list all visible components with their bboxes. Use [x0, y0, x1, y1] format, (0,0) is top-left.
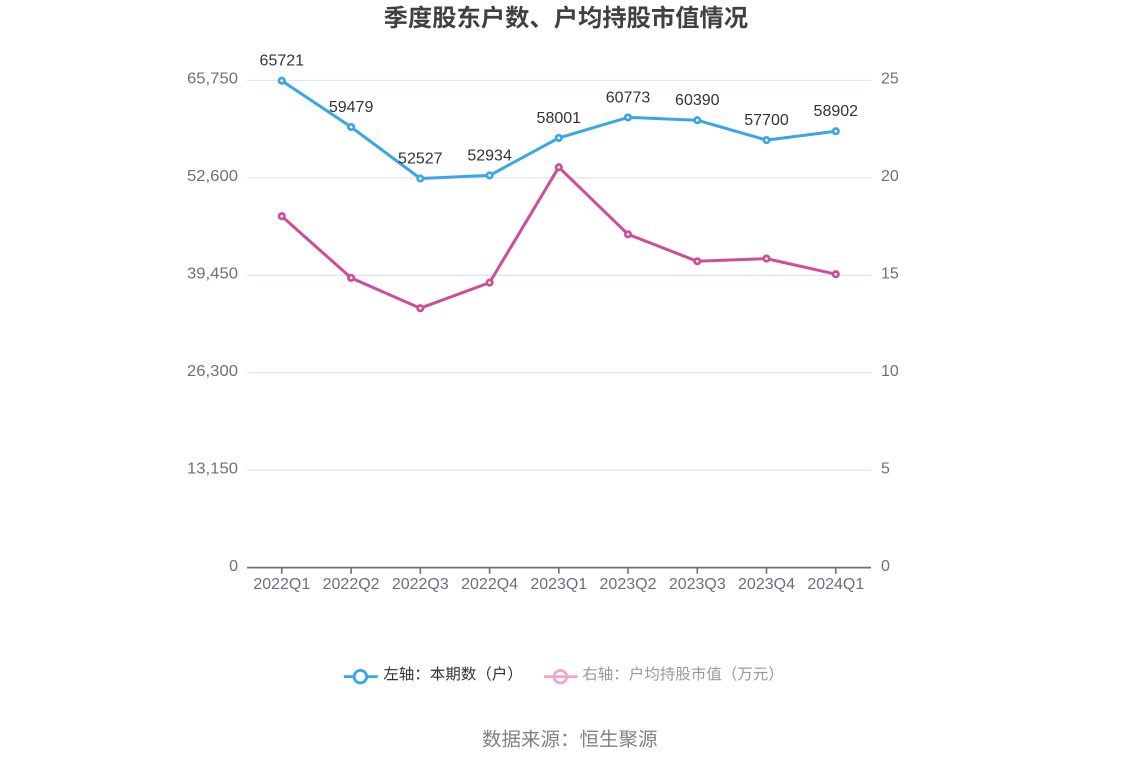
svg-text:2023Q4: 2023Q4: [738, 576, 795, 593]
svg-text:2023Q1: 2023Q1: [530, 576, 587, 593]
svg-text:26,300: 26,300: [187, 363, 238, 380]
svg-text:52527: 52527: [398, 151, 443, 168]
svg-text:5: 5: [881, 460, 890, 477]
svg-text:2022Q3: 2022Q3: [392, 576, 449, 593]
svg-text:15: 15: [881, 266, 899, 283]
svg-text:60390: 60390: [675, 92, 720, 109]
svg-text:60773: 60773: [606, 89, 651, 106]
svg-text:2023Q2: 2023Q2: [600, 576, 657, 593]
svg-text:2022Q1: 2022Q1: [253, 576, 310, 593]
svg-text:0: 0: [881, 558, 890, 575]
svg-text:65,750: 65,750: [187, 71, 238, 88]
svg-text:52934: 52934: [467, 147, 512, 164]
svg-text:13,150: 13,150: [187, 460, 238, 477]
svg-text:20: 20: [881, 168, 899, 185]
svg-text:59479: 59479: [329, 99, 374, 116]
svg-text:2023Q3: 2023Q3: [669, 576, 726, 593]
svg-text:52,600: 52,600: [187, 168, 238, 185]
svg-text:2022Q2: 2022Q2: [323, 576, 380, 593]
svg-text:57700: 57700: [744, 112, 789, 129]
svg-text:2022Q4: 2022Q4: [461, 576, 518, 593]
svg-text:0: 0: [229, 558, 238, 575]
svg-text:58001: 58001: [537, 110, 582, 127]
svg-text:65721: 65721: [260, 53, 305, 70]
svg-text:58902: 58902: [814, 103, 859, 120]
svg-text:10: 10: [881, 363, 899, 380]
svg-text:25: 25: [881, 71, 899, 88]
svg-text:2024Q1: 2024Q1: [807, 576, 864, 593]
svg-text:39,450: 39,450: [187, 266, 238, 283]
